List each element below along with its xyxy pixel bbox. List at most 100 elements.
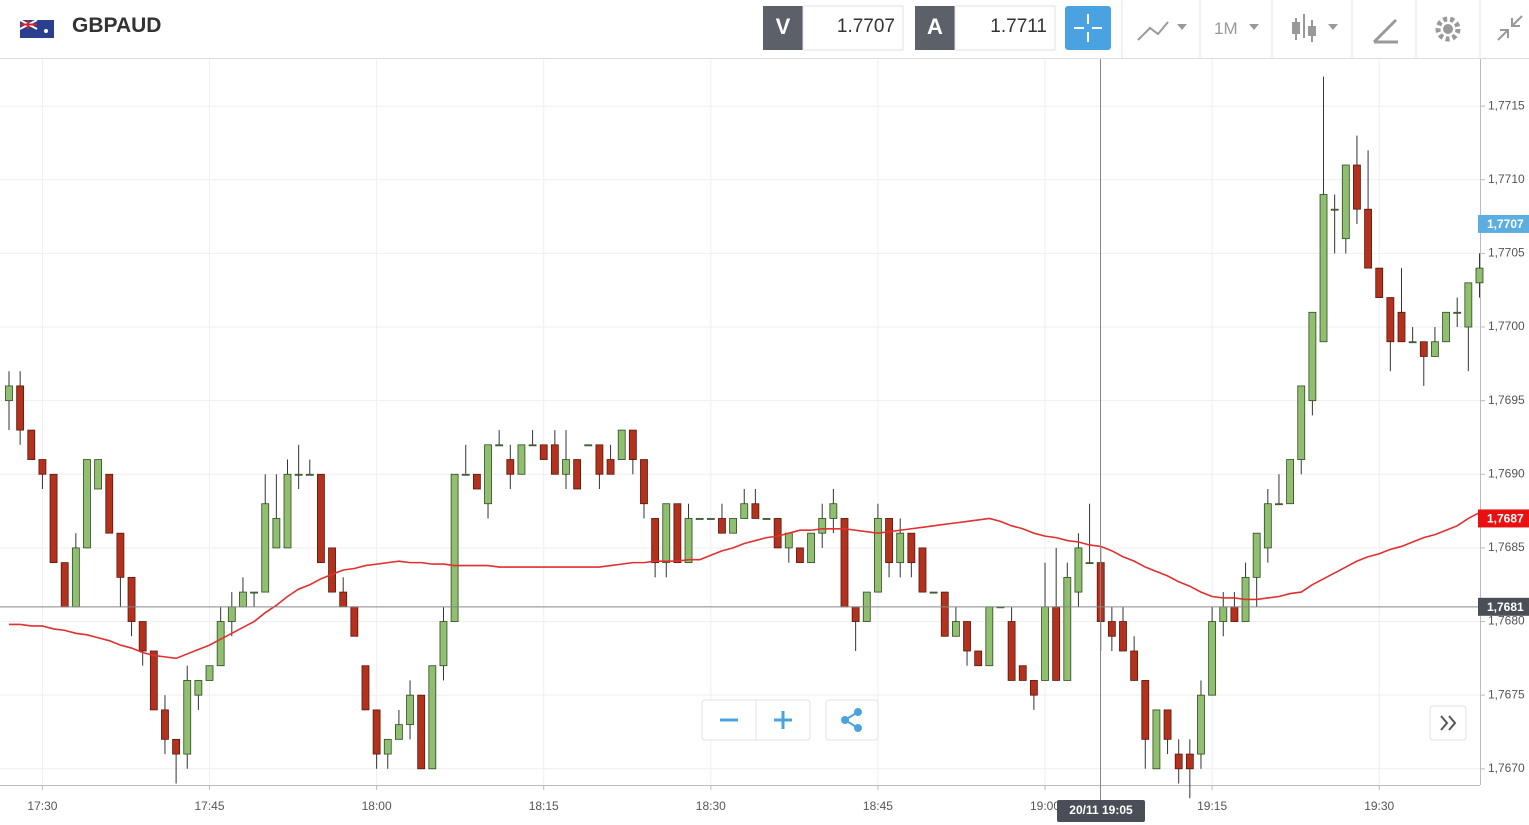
candle-body (138, 621, 147, 652)
share-button[interactable] (825, 699, 879, 741)
bid-box[interactable] (763, 6, 803, 50)
candle-body (528, 444, 537, 447)
y-tick-label: 1,7705 (1488, 246, 1525, 260)
candle-body (874, 518, 882, 593)
settings-icon[interactable] (1435, 16, 1461, 42)
candle-body (1319, 194, 1328, 343)
ask-label: A (927, 14, 943, 39)
candle-body (740, 503, 749, 519)
candle-body (673, 503, 682, 564)
x-tick-label: 19:30 (1364, 799, 1394, 813)
flag-cross-red (20, 20, 37, 29)
zoom-in[interactable] (774, 711, 792, 729)
candle-body (907, 532, 916, 564)
marks (5, 76, 1484, 799)
y-tick-label: 1,7700 (1488, 319, 1525, 333)
share-dot (854, 708, 862, 716)
candle-body (1107, 621, 1116, 637)
candle-body (1052, 606, 1061, 681)
x-tick-label: 18:15 (529, 799, 559, 813)
candle-body (1297, 385, 1306, 460)
x-tick-label: 18:00 (362, 799, 392, 813)
candle-body (1085, 562, 1094, 565)
candle-body (718, 518, 726, 534)
candle-body (773, 518, 782, 549)
candle-body (1152, 709, 1161, 770)
candle-body (328, 547, 336, 593)
ask-box[interactable] (915, 6, 955, 50)
candle-body (1353, 164, 1361, 210)
candle-body (161, 709, 169, 740)
candle-body (1185, 753, 1194, 770)
candle-body (105, 473, 114, 534)
price-tag (1478, 509, 1529, 528)
candle-body (1275, 503, 1283, 506)
candle-body (439, 621, 448, 667)
candle-body (1041, 606, 1049, 681)
crosshair-button[interactable] (1065, 6, 1111, 50)
candle-body (350, 606, 359, 637)
x-tick-label: 19:15 (1197, 799, 1227, 813)
candle-body (1375, 267, 1384, 298)
candle-body (595, 444, 604, 475)
candle-body (1130, 650, 1139, 681)
candle-body (16, 385, 25, 431)
draw-icon[interactable] (1372, 18, 1398, 44)
price-tag-label: 1,7707 (1487, 217, 1524, 231)
bid-label: V (775, 14, 791, 39)
candle-body (1174, 753, 1183, 770)
chart-type-icon[interactable] (1137, 21, 1169, 41)
candle-body (517, 444, 526, 475)
candle-body (840, 518, 849, 608)
candles-icon-body (1292, 22, 1300, 34)
moving-average (9, 511, 1480, 660)
candle-body (417, 694, 426, 770)
ask-value-box[interactable] (954, 5, 1056, 51)
candle-body (1364, 208, 1372, 269)
crosshair-tag (1057, 800, 1145, 822)
candle-body (1163, 709, 1172, 740)
candle-body (127, 576, 136, 622)
candle-body (929, 591, 938, 594)
y-tick-label: 1,7685 (1488, 540, 1525, 554)
candle-body (472, 473, 481, 490)
bid-value-box[interactable] (802, 5, 904, 51)
candle-body (952, 621, 960, 637)
candle-body (684, 518, 693, 564)
x-tick-label: 19:00 (1030, 799, 1060, 813)
candle-body (361, 665, 370, 711)
candle-body (1029, 680, 1038, 696)
candle-body (205, 665, 214, 681)
candle-body (272, 518, 281, 549)
candle-body (1286, 459, 1294, 505)
candle-body (974, 650, 983, 667)
x-tick-label: 18:45 (863, 799, 893, 813)
candle-body (49, 473, 58, 564)
candle-body (829, 503, 838, 519)
candle-body (216, 621, 225, 667)
y-tick-label: 1,7690 (1488, 466, 1525, 480)
candle-body (294, 473, 303, 476)
candle-body (562, 459, 570, 475)
candle-body (963, 621, 971, 652)
collapse-icon[interactable] (1497, 15, 1523, 41)
candle-body (450, 473, 459, 622)
candle-body (484, 444, 492, 505)
timeframe[interactable]: 1M (1214, 19, 1238, 38)
candle-body (5, 385, 13, 402)
share-dot (841, 716, 849, 724)
candle-body (550, 444, 559, 475)
settings-icon-core (1443, 24, 1453, 34)
grid: 1,7670 1,7675 1,7680 1,7685 1,7690 1,7695 1,77… (0, 59, 1525, 813)
x-tick-label: 17:45 (195, 799, 225, 813)
candle-body (818, 518, 827, 534)
candle-body (1063, 576, 1072, 681)
candle-body (383, 738, 392, 755)
share-dot (854, 724, 862, 732)
candle-body (227, 606, 236, 622)
candle-body (1141, 680, 1150, 740)
candle-body (1263, 503, 1272, 549)
candle-body (1230, 606, 1239, 622)
candle-body (751, 503, 760, 519)
candle-body (495, 444, 504, 447)
